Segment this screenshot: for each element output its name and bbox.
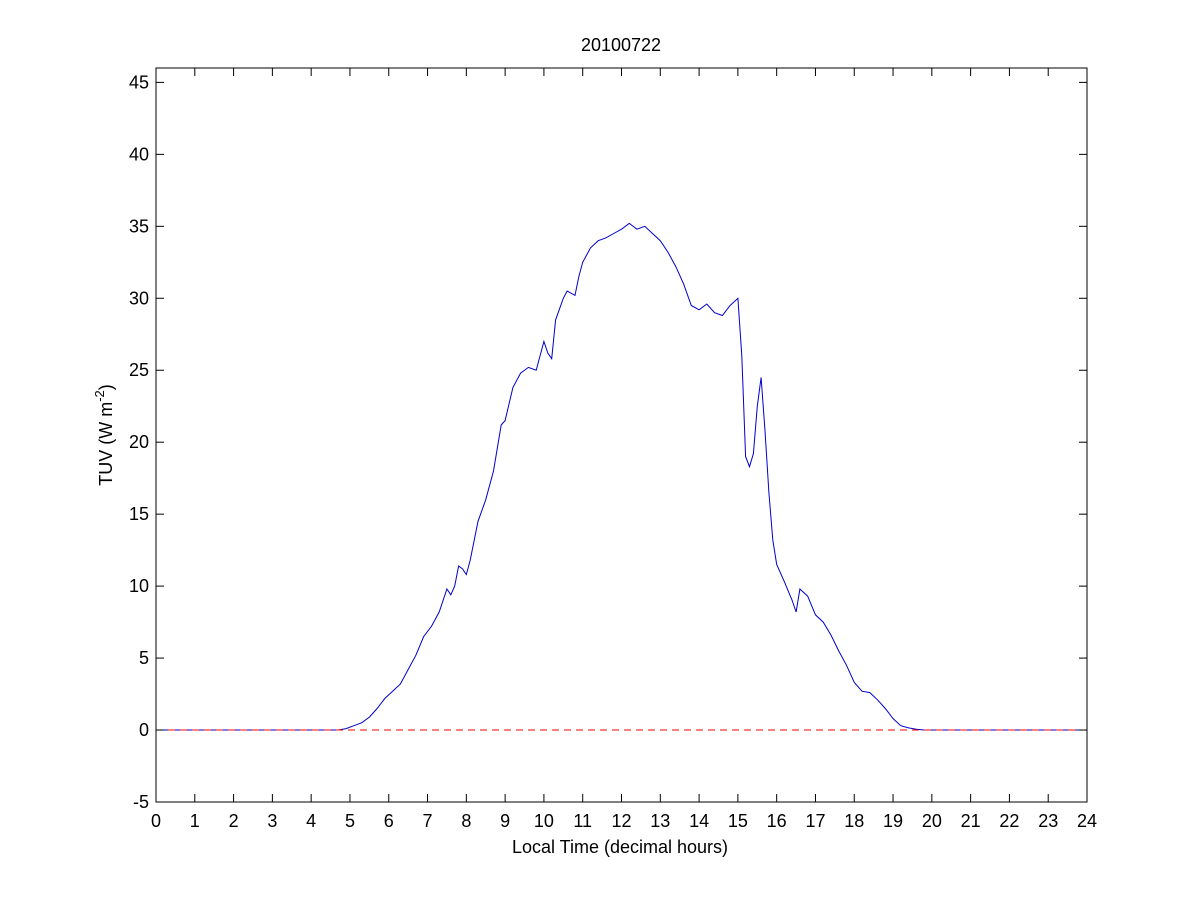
- x-tick-label: 5: [345, 811, 355, 831]
- plot-frame: [155, 67, 1088, 803]
- y-axis-label-exponent: -2: [92, 390, 107, 402]
- x-tick-label: 8: [461, 811, 471, 831]
- y-tick-label: 20: [129, 432, 149, 452]
- y-axis-label-close: ): [96, 384, 116, 390]
- y-tick-label: 5: [139, 648, 149, 668]
- x-tick-label: 18: [844, 811, 864, 831]
- x-tick-label: 1: [190, 811, 200, 831]
- x-tick-label: 17: [805, 811, 825, 831]
- chart-title: 20100722: [581, 35, 661, 55]
- y-axis-label: TUV (W m-2): [92, 384, 116, 486]
- x-tick-label: 0: [151, 811, 161, 831]
- tick-layer: 0 1 2 3 4 5 6 7 8 9 10 11 12 13 14 15 16 17 18 19 20 21 22 23 24…: [129, 68, 1097, 831]
- y-tick-label: -5: [133, 792, 149, 812]
- x-tick-label: 21: [961, 811, 981, 831]
- y-tick-label: 35: [129, 216, 149, 236]
- x-tick-label: 10: [534, 811, 554, 831]
- y-tick-label: 45: [129, 72, 149, 92]
- x-tick-label: 11: [573, 811, 592, 831]
- x-tick-label: 7: [423, 811, 433, 831]
- x-tick-label: 3: [267, 811, 277, 831]
- x-tick-label: 12: [611, 811, 631, 831]
- x-tick-label: 22: [999, 811, 1019, 831]
- x-tick-label: 23: [1038, 811, 1058, 831]
- x-tick-label: 13: [650, 811, 670, 831]
- x-axis-label: Local Time (decimal hours): [512, 837, 728, 857]
- x-tick-label: 9: [500, 811, 510, 831]
- y-tick-label: 0: [139, 720, 149, 740]
- x-tick-label: 15: [728, 811, 748, 831]
- x-tick-label: 20: [922, 811, 942, 831]
- x-tick-label: 6: [384, 811, 394, 831]
- x-tick-label: 2: [229, 811, 239, 831]
- y-axis-label-main: TUV (W m: [96, 402, 116, 486]
- x-tick-label: 19: [883, 811, 903, 831]
- x-tick-label: 16: [767, 811, 787, 831]
- plot-area: [155, 67, 1088, 803]
- y-tick-label: 40: [129, 144, 149, 164]
- y-tick-label: 25: [129, 360, 149, 380]
- x-tick-label: 24: [1077, 811, 1097, 831]
- y-tick-label: 15: [129, 504, 149, 524]
- series-layer: [156, 222, 1087, 731]
- tuv-series-line: [156, 222, 1087, 731]
- y-tick-label: 10: [129, 576, 149, 596]
- y-tick-label: 30: [129, 288, 149, 308]
- x-tick-label: 14: [689, 811, 709, 831]
- x-tick-label: 4: [306, 811, 316, 831]
